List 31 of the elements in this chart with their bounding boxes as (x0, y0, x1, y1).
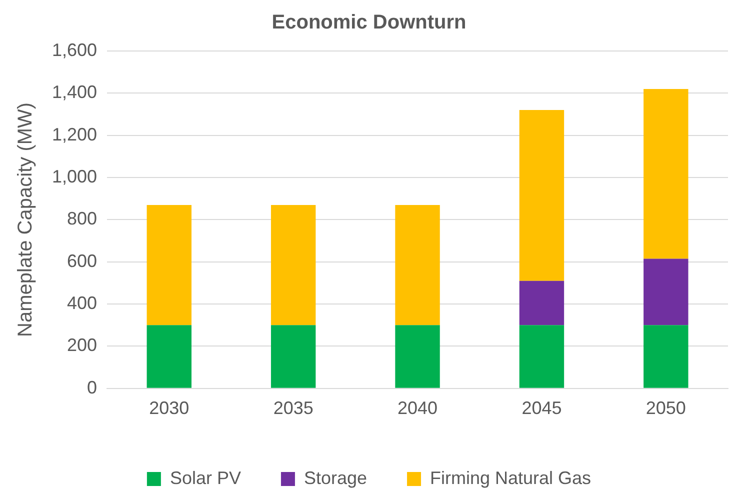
bar (395, 325, 440, 388)
y-tick-label: 800 (66, 208, 98, 229)
x-tick-label: 2045 (522, 398, 562, 418)
bar (146, 325, 192, 388)
bar (270, 325, 316, 388)
chart-title: Economic Downturn (272, 12, 466, 34)
bar (519, 110, 564, 281)
bar (519, 325, 564, 388)
bar (644, 325, 688, 388)
y-tick-label: 400 (66, 293, 98, 314)
y-axis-title: Nameplate Capacity (MW) (14, 102, 37, 337)
bar (519, 280, 564, 326)
y-tick-label: 1,400 (52, 82, 98, 102)
bar (146, 204, 192, 326)
y-tick-label: 200 (66, 335, 98, 356)
x-tick-label: 2030 (149, 398, 190, 418)
legend-label: Solar PV (170, 468, 241, 488)
y-tick-label: 0 (87, 377, 98, 398)
y-tick-label: 1,600 (52, 40, 98, 60)
x-tick-label: 2035 (273, 398, 314, 418)
x-tick-label: 2040 (398, 398, 438, 418)
y-tick-label: 600 (66, 250, 98, 271)
y-tick-label: 1,000 (52, 166, 98, 186)
y-tick-label: 1,200 (52, 124, 98, 144)
legend-label: Firming Natural Gas (430, 468, 592, 488)
bar (644, 88, 688, 259)
bar (270, 204, 316, 326)
legend-label: Storage (304, 468, 368, 488)
bar (395, 204, 440, 326)
bar (644, 258, 688, 326)
x-tick-label: 2050 (646, 398, 686, 418)
